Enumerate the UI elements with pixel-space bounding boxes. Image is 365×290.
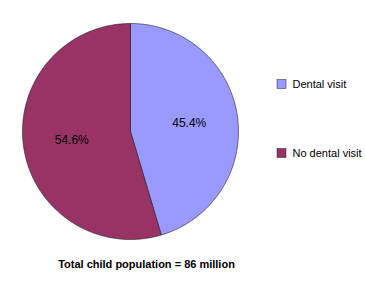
svg-text:45.4%: 45.4% bbox=[172, 116, 206, 130]
svg-text:No dental visit: No dental visit bbox=[293, 147, 362, 159]
svg-text:Dental visit: Dental visit bbox=[293, 78, 347, 90]
svg-text:Total child population = 86 mi: Total child population = 86 million bbox=[58, 258, 235, 270]
svg-text:54.6%: 54.6% bbox=[55, 133, 89, 147]
